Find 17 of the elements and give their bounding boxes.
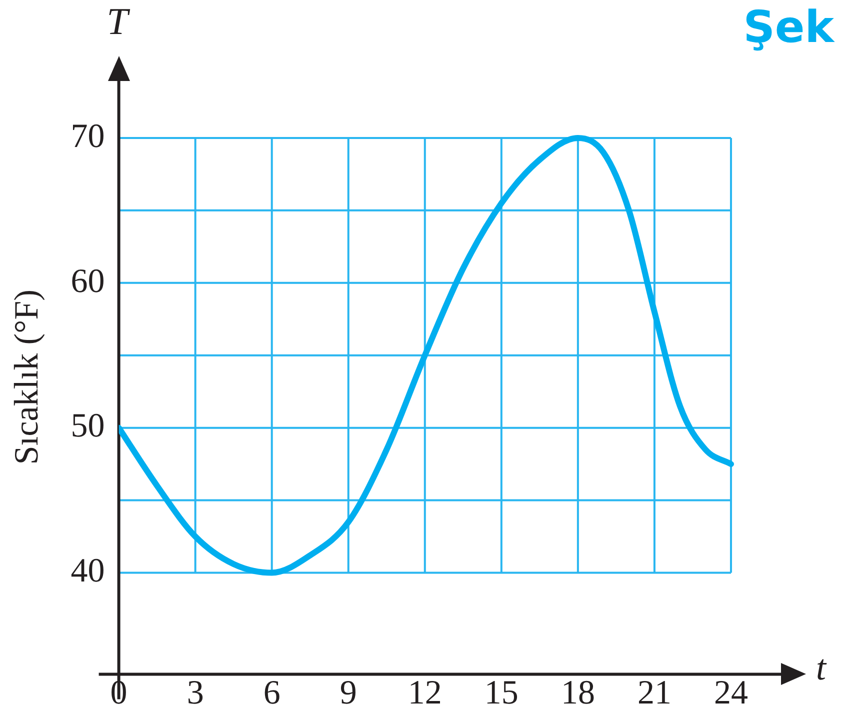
y-tick-label: 40: [70, 552, 105, 590]
text: T: [106, 0, 128, 44]
text: Şek: [743, 2, 834, 53]
y-tick-label: 70: [70, 118, 105, 155]
x-tick-label: 24: [714, 674, 748, 712]
x-tick-label: 6: [263, 674, 280, 712]
y-tick-label: 60: [70, 262, 105, 300]
x-tick-label: 3: [186, 674, 204, 712]
y-axis-title: Sıcaklık (°F): [8, 290, 46, 465]
x-tick-label: 15: [484, 674, 518, 712]
x-tick-label: 18: [560, 674, 595, 712]
x-tick-label: 21: [637, 674, 672, 712]
x-tick-label: 9: [340, 674, 357, 712]
x-tick-label: 12: [408, 674, 442, 712]
y-tick-label: 50: [70, 408, 105, 445]
x-tick-label: 0: [110, 674, 128, 712]
x-axis-title: t: [816, 648, 827, 688]
